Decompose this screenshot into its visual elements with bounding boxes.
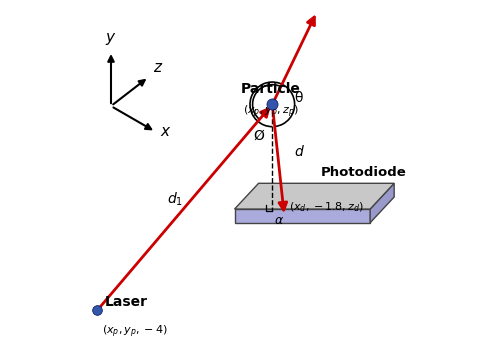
Text: $z$: $z$: [153, 60, 163, 75]
Polygon shape: [234, 209, 370, 223]
Polygon shape: [234, 183, 394, 209]
Text: $d_1$: $d_1$: [167, 190, 183, 208]
Text: θ: θ: [294, 91, 302, 105]
Text: $d$: $d$: [294, 144, 304, 159]
Text: Particle: Particle: [240, 82, 300, 96]
Text: $(x_p, y_p, -4)$: $(x_p, y_p, -4)$: [102, 323, 168, 340]
Text: $x$: $x$: [160, 124, 172, 139]
Polygon shape: [370, 183, 394, 223]
Text: Photodiode: Photodiode: [320, 166, 406, 179]
Text: α: α: [275, 213, 283, 227]
Text: $(x_p, y_p, z_p)$: $(x_p, y_p, z_p)$: [242, 103, 298, 120]
Text: Ø: Ø: [253, 128, 264, 142]
Text: $(x_d, -1.8, z_d)$: $(x_d, -1.8, z_d)$: [290, 201, 364, 214]
Text: $y$: $y$: [105, 31, 117, 47]
Text: Laser: Laser: [105, 294, 148, 309]
